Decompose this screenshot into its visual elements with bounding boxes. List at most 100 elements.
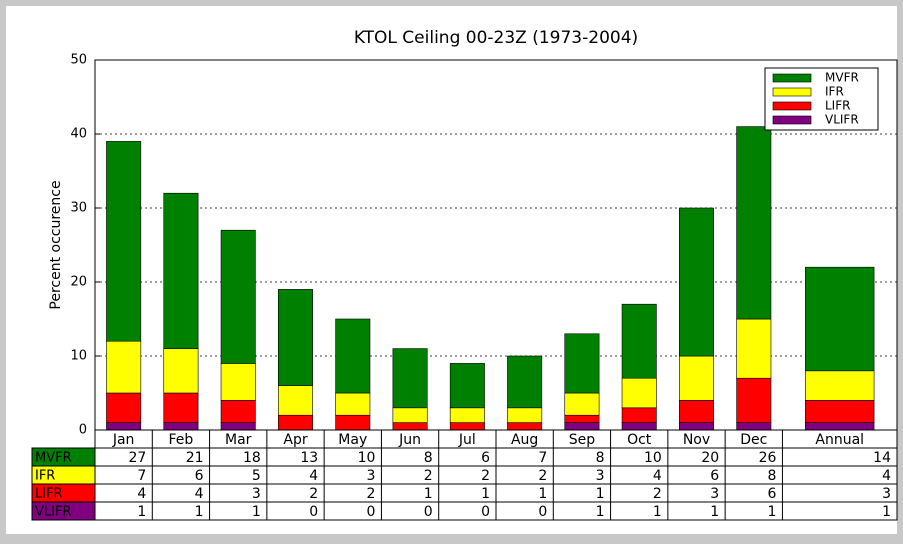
table-cell: 3	[596, 468, 605, 484]
table-cell: 1	[137, 504, 146, 520]
bar-segment	[736, 422, 772, 431]
bar-segment	[278, 289, 313, 386]
bar-segment	[679, 400, 714, 423]
bar-segment	[163, 392, 199, 423]
table-cell: 1	[596, 504, 605, 520]
category-label: Jan	[112, 432, 135, 448]
legend-label: IFR	[825, 85, 844, 99]
table-cell: 4	[653, 468, 662, 484]
bar-segment	[736, 318, 772, 379]
category-label: Jul	[458, 432, 476, 448]
bar-segment	[335, 414, 371, 431]
y-tick-label: 30	[70, 201, 87, 216]
y-tick-label: 10	[70, 349, 87, 364]
category-label: Aug	[511, 432, 538, 448]
table-cell: 1	[596, 486, 605, 502]
bar-segment	[805, 422, 875, 431]
bar-segment	[621, 407, 657, 423]
bar-segment	[335, 318, 371, 394]
table-row-label: MVFR	[35, 451, 72, 466]
table-cell: 3	[367, 468, 376, 484]
legend-swatch	[772, 73, 812, 83]
legend-label: VLIFR	[825, 113, 859, 127]
table-cell: 2	[653, 486, 662, 502]
bar-segment	[564, 422, 600, 431]
bar-segment	[805, 400, 875, 423]
table-cell: 10	[358, 450, 376, 466]
table-cell: 3	[882, 486, 891, 502]
legend-label: LIFR	[825, 99, 850, 113]
table-cell: 1	[195, 504, 204, 520]
bar-segment	[805, 266, 875, 372]
bar-segment	[163, 348, 199, 394]
legend-swatch	[772, 101, 812, 111]
bar-segment	[163, 422, 199, 431]
table-cell: 1	[424, 486, 433, 502]
category-label: Feb	[169, 432, 194, 448]
table-cell: 6	[768, 486, 777, 502]
table-cell: 7	[538, 450, 547, 466]
table-cell: 4	[195, 486, 204, 502]
table-cell: 0	[424, 504, 433, 520]
y-tick-label: 20	[70, 275, 87, 290]
table-cell: 2	[538, 468, 547, 484]
table-cell: 18	[243, 450, 261, 466]
table-cell: 1	[538, 486, 547, 502]
table-row-label: VLIFR	[35, 505, 71, 520]
bar-segment	[507, 355, 543, 409]
category-label: Jun	[398, 432, 421, 448]
bar-segment	[392, 422, 428, 431]
table-cell: 27	[128, 450, 146, 466]
bar-segment	[335, 392, 371, 416]
table-cell: 4	[137, 486, 146, 502]
bar-segment	[220, 363, 256, 401]
bar-segment	[392, 348, 428, 409]
table-row-label: IFR	[35, 469, 55, 484]
table-cell: 1	[481, 486, 490, 502]
bar-segment	[679, 422, 714, 431]
bar-segment	[507, 422, 543, 431]
bar-segment	[220, 400, 256, 423]
y-axis-label: Percent occurence	[48, 180, 64, 309]
table-cell: 1	[768, 504, 777, 520]
bar-segment	[564, 392, 600, 416]
table-cell: 1	[653, 504, 662, 520]
table-cell: 20	[701, 450, 719, 466]
table-cell: 4	[882, 468, 891, 484]
table-row-label: LIFR	[35, 487, 63, 502]
bar-segment	[278, 414, 313, 431]
y-tick-label: 40	[70, 127, 87, 142]
table-cell: 0	[538, 504, 547, 520]
table-cell: 3	[710, 486, 719, 502]
table-cell: 1	[710, 504, 719, 520]
bar-segment	[220, 422, 256, 431]
table-cell: 4	[309, 468, 318, 484]
bar-segment	[106, 340, 142, 394]
table-cell: 0	[309, 504, 318, 520]
table-cell: 6	[195, 468, 204, 484]
bar-segment	[564, 414, 600, 423]
bar-segment	[449, 407, 485, 423]
table-cell: 6	[710, 468, 719, 484]
bar-segment	[736, 377, 772, 423]
table-cell: 7	[137, 468, 146, 484]
table-cell: 2	[367, 486, 376, 502]
legend-swatch	[772, 87, 812, 97]
bar-segment	[220, 229, 256, 364]
bar-segment	[564, 333, 600, 394]
table-cell: 2	[309, 486, 318, 502]
bar-segment	[679, 355, 714, 401]
category-label: Nov	[683, 432, 710, 448]
table-cell: 14	[873, 450, 891, 466]
legend-label: MVFR	[825, 71, 859, 85]
table-cell: 13	[300, 450, 318, 466]
bar-segment	[621, 422, 657, 431]
bar-segment	[507, 407, 543, 423]
bar-segment	[679, 207, 714, 357]
bar-segment	[805, 370, 875, 401]
table-cell: 26	[759, 450, 777, 466]
y-tick-label: 50	[70, 53, 87, 68]
table-cell: 8	[424, 450, 433, 466]
table-cell: 21	[186, 450, 204, 466]
bar-segment	[106, 141, 142, 342]
